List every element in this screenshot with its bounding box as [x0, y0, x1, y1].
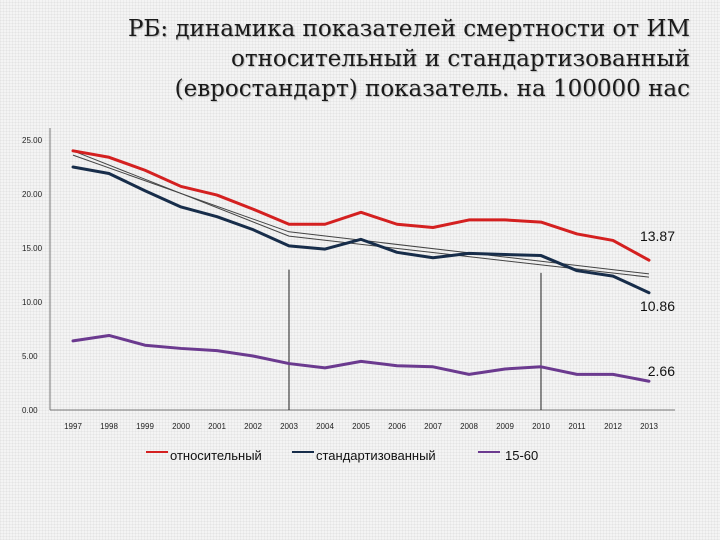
end-label-relative: 13.87: [640, 228, 675, 244]
title-line-1: РБ: динамика показателей смертности от И…: [127, 16, 690, 42]
x-tick-label: 2004: [316, 422, 334, 431]
legend: относительный стандартизованный 15-60: [146, 448, 538, 463]
y-tick-label: 15.00: [22, 244, 43, 253]
x-tick-label: 2001: [208, 422, 226, 431]
x-tick-label: 1997: [64, 422, 82, 431]
x-tick-label: 2005: [352, 422, 370, 431]
trend-line-2: [72, 154, 650, 275]
x-tick-label: 1999: [136, 422, 154, 431]
end-label-15-60: 2.66: [648, 363, 675, 379]
x-tick-label: 2008: [460, 422, 478, 431]
legend-label-15-60: 15-60: [505, 448, 538, 463]
legend-label-standardized: стандартизованный: [316, 448, 436, 463]
x-tick-label: 2010: [532, 422, 550, 431]
x-tick-label: 1998: [100, 422, 118, 431]
series-line-relative: [71, 149, 651, 262]
legend-label-relative: относительный: [170, 448, 262, 463]
slide-title: РБ: динамика показателей смертности от И…: [40, 14, 690, 104]
x-tick-label: 2009: [496, 422, 514, 431]
y-tick-label: 25.00: [22, 136, 43, 145]
x-tick-label: 2011: [568, 422, 586, 431]
x-tick-label: 2003: [280, 422, 298, 431]
x-tick-label: 2013: [640, 422, 658, 431]
y-tick-label: 0.00: [22, 406, 38, 415]
x-tick-label: 2006: [388, 422, 406, 431]
series-line-standardized: [71, 165, 651, 295]
x-tick-label: 2012: [604, 422, 622, 431]
title-line-2: относительный и стандартизованный: [231, 46, 690, 72]
series-line-15-60: [71, 333, 651, 383]
y-tick-label: 5.00: [22, 352, 38, 361]
y-tick-label: 20.00: [22, 190, 43, 199]
title-line-3: (евростандарт) показатель. на 100000 нас: [174, 76, 690, 102]
y-tick-label: 10.00: [22, 298, 43, 307]
end-label-standardized: 10.86: [640, 298, 675, 314]
x-tick-label: 2000: [172, 422, 190, 431]
trend-line-1: [72, 150, 650, 278]
x-tick-label: 2007: [424, 422, 442, 431]
x-tick-label: 2002: [244, 422, 262, 431]
